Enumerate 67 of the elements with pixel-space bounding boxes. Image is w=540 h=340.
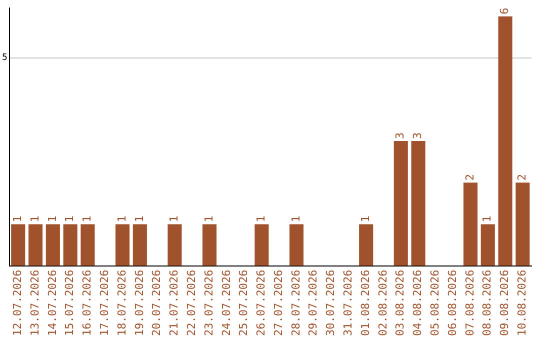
data-label: 1	[115, 216, 128, 222]
data-label: 1	[289, 216, 302, 222]
x-tick-label: 14.07.2026	[46, 270, 59, 336]
x-tick-label: 08.08.2026	[480, 270, 494, 336]
x-tick-label: 12.07.2026	[10, 270, 24, 336]
bar	[11, 224, 26, 266]
data-label: 1	[168, 216, 181, 222]
bar	[168, 224, 182, 266]
data-label: 3	[394, 132, 407, 140]
data-label: 1	[480, 216, 494, 222]
data-label: 3	[411, 132, 424, 140]
bar	[498, 16, 512, 266]
bar	[132, 224, 147, 266]
x-tick-label: 28.07.2026	[289, 270, 302, 336]
x-tick-label: 26.07.2026	[254, 270, 268, 336]
bar	[411, 141, 426, 266]
x-tick-label: 29.07.2026	[306, 270, 320, 336]
x-tick-label: 17.07.2026	[98, 270, 111, 336]
x-tick-label: 24.07.2026	[220, 270, 233, 336]
bar	[516, 182, 530, 266]
x-tick-label: 06.08.2026	[446, 270, 459, 336]
data-label: 1	[80, 216, 94, 222]
x-tick-label: 27.07.2026	[272, 270, 285, 336]
y-tick-label: 5	[2, 53, 8, 64]
x-tick-label: 05.08.2026	[428, 270, 442, 336]
bar	[80, 224, 95, 266]
x-tick-label: 15.07.2026	[63, 270, 76, 336]
x-tick-label: 22.07.2026	[184, 270, 198, 336]
data-label: 1	[63, 216, 76, 222]
data-label: 1	[28, 216, 42, 222]
bar	[480, 224, 495, 266]
x-tick-label: 01.08.2026	[358, 270, 372, 336]
x-tick-label: 31.07.2026	[342, 270, 355, 336]
data-label: 1	[254, 216, 268, 222]
x-tick-label: 20.07.2026	[150, 270, 164, 336]
data-label: 1	[358, 216, 372, 222]
bar	[359, 224, 374, 266]
data-label: 1	[132, 216, 146, 222]
bar	[463, 182, 478, 266]
bar	[254, 224, 269, 266]
x-tick-label: 23.07.2026	[202, 270, 216, 336]
x-tick-label: 21.07.2026	[168, 270, 181, 336]
x-tick-label: 03.08.2026	[394, 270, 407, 336]
x-tick-label: 10.08.2026	[516, 270, 529, 336]
x-tick-label: 25.07.2026	[237, 270, 250, 336]
x-tick-label: 18.07.2026	[115, 270, 128, 336]
x-tick-label: 16.07.2026	[80, 270, 94, 336]
x-tick-label: 30.07.2026	[324, 270, 338, 336]
bar	[115, 224, 130, 266]
bar	[202, 224, 217, 266]
data-label: 6	[498, 8, 512, 14]
x-tick-label: 13.07.2026	[28, 270, 42, 336]
data-label: 2	[516, 174, 529, 181]
x-tick-label: 04.08.2026	[411, 270, 424, 336]
bar	[289, 224, 304, 266]
data-label: 1	[202, 216, 216, 222]
data-label: 1	[10, 216, 24, 222]
bar	[63, 224, 78, 266]
bar	[394, 141, 408, 266]
data-label: 1	[46, 216, 59, 222]
data-label: 2	[463, 174, 476, 181]
x-tick-label: 02.08.2026	[376, 270, 390, 336]
x-tick-label: 07.08.2026	[463, 270, 476, 336]
bar	[46, 224, 60, 266]
x-tick-label: 19.07.2026	[132, 270, 146, 336]
bar	[28, 224, 43, 266]
x-tick-label: 09.08.2026	[498, 270, 512, 336]
